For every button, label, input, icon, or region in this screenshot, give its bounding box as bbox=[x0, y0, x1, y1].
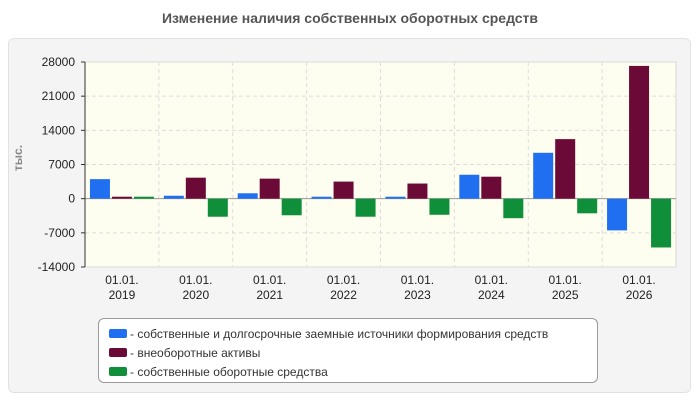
x-tick-label-year: 2022 bbox=[330, 288, 357, 302]
legend-swatch-green bbox=[109, 367, 127, 376]
bar-working-capital bbox=[577, 198, 598, 214]
bar-noncurrent-assets bbox=[259, 178, 280, 199]
x-tick-label-year: 2019 bbox=[109, 288, 136, 302]
bar-sources bbox=[89, 179, 110, 199]
y-tick-label: -7000 bbox=[44, 226, 75, 240]
bar-working-capital bbox=[503, 198, 524, 219]
x-tick-labels: 01.01.201901.01.202001.01.202101.01.2022… bbox=[105, 273, 656, 302]
bar-working-capital bbox=[207, 198, 228, 217]
legend-series-name: внеоборотные активы bbox=[137, 345, 261, 360]
bar-sources bbox=[459, 174, 480, 199]
x-tick-label: 01.01. bbox=[475, 273, 508, 287]
legend-label: - внеоборотные активы bbox=[130, 345, 261, 360]
bar-noncurrent-assets bbox=[111, 196, 132, 199]
bar-sources bbox=[311, 196, 332, 199]
legend-item-sources: - собственные и долгосрочные заемные ист… bbox=[109, 324, 597, 343]
bar-sources bbox=[533, 152, 554, 199]
bar-noncurrent-assets bbox=[555, 139, 576, 199]
y-tick-labels: 28000 21000 14000 7000 0 -7000 -14000 bbox=[38, 55, 85, 274]
x-tick-label: 01.01. bbox=[549, 273, 582, 287]
bar-sources bbox=[385, 196, 406, 199]
x-tick-label: 01.01. bbox=[179, 273, 212, 287]
y-tick-label: 7000 bbox=[48, 158, 75, 172]
bar-working-capital bbox=[651, 198, 672, 248]
legend-label: - собственные и долгосрочные заемные ист… bbox=[130, 326, 549, 341]
y-tick-label: 0 bbox=[68, 192, 75, 206]
bar-noncurrent-assets bbox=[481, 176, 502, 199]
x-tick-label-year: 2023 bbox=[404, 288, 431, 302]
x-tick-label: 01.01. bbox=[327, 273, 360, 287]
bar-working-capital bbox=[281, 198, 302, 216]
y-tick-label: 21000 bbox=[42, 89, 76, 103]
legend-swatch-blue bbox=[109, 329, 127, 338]
bar-noncurrent-assets bbox=[333, 181, 354, 199]
bar-sources bbox=[607, 198, 628, 231]
y-tick-label: 14000 bbox=[42, 123, 76, 137]
bar-noncurrent-assets bbox=[407, 183, 428, 199]
x-tick-label: 01.01. bbox=[622, 273, 655, 287]
x-tick-label-year: 2021 bbox=[256, 288, 283, 302]
bar-noncurrent-assets bbox=[629, 65, 650, 199]
x-tick-label: 01.01. bbox=[253, 273, 286, 287]
bar-working-capital bbox=[133, 196, 154, 199]
legend-label: - собственные оборотные средства bbox=[130, 364, 328, 379]
legend-item-working-capital: - собственные оборотные средства bbox=[109, 362, 597, 381]
bar-working-capital bbox=[429, 198, 450, 215]
chart-title: Изменение наличия собственных оборотных … bbox=[161, 10, 539, 26]
x-tick-label: 01.01. bbox=[401, 273, 434, 287]
y-axis-label: тыс. bbox=[11, 145, 25, 171]
bars bbox=[89, 65, 672, 248]
grid-lines bbox=[85, 61, 676, 268]
bar-sources bbox=[237, 193, 258, 199]
legend-series-name: собственные и долгосрочные заемные источ… bbox=[137, 326, 549, 341]
x-tick-label-year: 2024 bbox=[478, 288, 505, 302]
x-tick-label: 01.01. bbox=[105, 273, 138, 287]
legend-swatch-maroon bbox=[109, 348, 127, 357]
bar-sources bbox=[163, 195, 184, 199]
legend-series-name: собственные оборотные средства bbox=[137, 364, 328, 379]
legend-item-noncurrent-assets: - внеоборотные активы bbox=[109, 343, 597, 362]
bar-noncurrent-assets bbox=[185, 177, 206, 199]
x-tick-label-year: 2020 bbox=[182, 288, 209, 302]
x-tick-label-year: 2026 bbox=[626, 288, 653, 302]
x-tick-label-year: 2025 bbox=[552, 288, 579, 302]
legend: - собственные и долгосрочные заемные ист… bbox=[98, 318, 598, 383]
bar-working-capital bbox=[355, 198, 376, 217]
y-tick-label: -14000 bbox=[38, 260, 76, 274]
y-tick-label: 28000 bbox=[42, 55, 76, 69]
